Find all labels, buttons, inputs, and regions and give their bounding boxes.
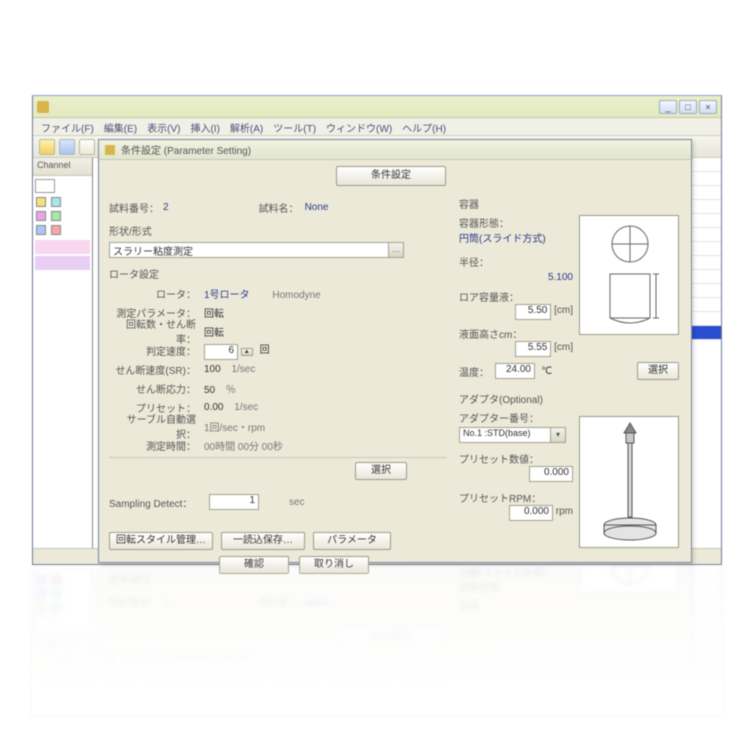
sampling-input[interactable]: 1 [209, 494, 259, 510]
menu-item[interactable]: 挿入(I) [190, 120, 219, 133]
row-label: ロータ： [109, 286, 204, 301]
toolbar-button[interactable] [79, 139, 95, 155]
dropdown-icon[interactable]: ▾ [551, 427, 566, 443]
minimize-button[interactable]: _ [659, 100, 677, 114]
app-icon [37, 101, 49, 113]
level-label: 液面高さcm： [459, 326, 573, 341]
time-label: 測定時間： [109, 438, 204, 453]
top-conditions-button[interactable]: 条件設定 [336, 166, 446, 186]
vg-title: 形状/形式 [109, 223, 447, 238]
row-label: 回転数・せん断率： [109, 316, 204, 346]
row-unit: 回 [260, 345, 270, 356]
container-title: 容器 [459, 196, 679, 211]
toolbar-button[interactable] [59, 139, 75, 155]
adapter-diagram [579, 416, 679, 548]
tree-badge[interactable] [35, 179, 55, 193]
tree-panel: Channel [33, 158, 93, 548]
channel-chip[interactable] [51, 211, 61, 221]
row-value: 100 [204, 364, 221, 375]
adapter-val-label: プリセット数値： [459, 451, 573, 466]
row-value: 50 [204, 385, 215, 396]
row-value: 1回/sec・rpm [204, 419, 447, 434]
temp-unit: ℃ [541, 366, 552, 377]
channel-chip[interactable] [36, 197, 46, 207]
row-unit: 1/sec [231, 364, 255, 375]
change-button[interactable]: 選択 [355, 462, 407, 480]
rpm-unit: rpm [556, 506, 573, 517]
sampling-label: Sampling Detect： [109, 495, 209, 510]
channel-chip[interactable] [51, 197, 61, 207]
time-value: 00時間 00分 00秒 [204, 438, 447, 453]
menu-item[interactable]: 解析(A) [230, 120, 263, 133]
close-button[interactable]: × [699, 100, 717, 114]
adapter-title: アダプタ(Optional) [459, 391, 679, 406]
level-input[interactable]: 5.55 [515, 341, 551, 357]
channel-chip[interactable] [36, 211, 46, 221]
spin-up[interactable]: ▲ [241, 348, 253, 356]
row-unit: 1/sec [234, 402, 258, 413]
toolbar-button[interactable] [39, 139, 55, 155]
outer-label: ロア容量液： [459, 289, 573, 304]
parameter-button[interactable]: パラメータ [313, 532, 391, 550]
dialog-title: 条件設定 (Parameter Setting) [121, 142, 251, 157]
param-dialog: 条件設定 (Parameter Setting) 条件設定 試料番号： 2 試料… [98, 139, 692, 563]
tree-row[interactable] [35, 240, 90, 254]
channel-chip[interactable] [51, 225, 61, 235]
row-value: 回転 [204, 305, 447, 320]
level-unit: [cm] [554, 342, 573, 353]
dialog-title-bar: 条件設定 (Parameter Setting) [99, 140, 691, 160]
maximize-button[interactable]: □ [679, 100, 697, 114]
spin-input[interactable]: 6 [204, 344, 238, 360]
row-label: せん断速度(SR)： [109, 362, 204, 377]
container-diagram [579, 215, 679, 335]
container-type-label: 容器形態： [459, 215, 573, 230]
menu-item[interactable]: 表示(V) [147, 120, 180, 133]
row-label: せん断応力： [109, 381, 204, 396]
dialog-icon [105, 145, 115, 155]
rpm-label: プリセットRPM： [459, 490, 573, 505]
menu-item[interactable]: ツール(T) [273, 120, 316, 133]
radius-label: 半径： [459, 254, 489, 269]
device-value: None [305, 202, 329, 213]
device-label: 試料名： [259, 200, 299, 215]
sample-id-label: 試料番号： [109, 200, 159, 215]
sample-id-value: 2 [163, 202, 169, 213]
menu-bar: ファイル(F) 編集(E) 表示(V) 挿入(I) 解析(A) ツール(T) ウ… [33, 118, 721, 136]
adapter-val-input[interactable]: 0.000 [529, 466, 573, 482]
vg-input[interactable]: スラリー粘度測定 [109, 242, 389, 258]
row-value: 0.00 [204, 402, 223, 413]
row-unit: ％ [226, 385, 236, 396]
load-save-button[interactable]: 一読込保存… [221, 532, 305, 550]
row-label: サーブル自動選択： [109, 411, 204, 441]
diagram-select-button[interactable]: 選択 [637, 362, 679, 380]
menu-item[interactable]: ファイル(F) [41, 120, 94, 133]
rotor-group-title: ロータ設定 [109, 266, 447, 281]
tree-row[interactable] [35, 256, 90, 270]
adapter-num-select[interactable]: No.1 :STD(base) [459, 427, 551, 443]
rpm-input[interactable]: 0.000 [509, 505, 553, 521]
temp-label: 温度： [459, 364, 489, 379]
menu-item[interactable]: ヘルプ(H) [402, 120, 446, 133]
menu-item[interactable]: 編集(E) [104, 120, 137, 133]
title-bar: _ □ × [33, 96, 721, 118]
container-type-value: 円筒(スライド方式) [459, 230, 573, 245]
outer-input[interactable]: 5.50 [515, 304, 551, 320]
row-unit: Homodyne [272, 290, 320, 301]
menu-item[interactable]: ウィンドウ(W) [326, 120, 392, 133]
outer-unit: [cm] [554, 305, 573, 316]
row-label: 判定速度： [109, 343, 204, 358]
adapter-num-label: アダプター番号： [459, 410, 573, 425]
dropdown-button[interactable]: … [389, 242, 404, 258]
sampling-unit: sec [289, 497, 305, 508]
row-value: 1号ロータ [204, 290, 250, 301]
channel-chip[interactable] [36, 225, 46, 235]
row-value: 回転 [204, 324, 447, 339]
style-manage-button[interactable]: 回転スタイル管理… [109, 532, 213, 550]
temp-input[interactable]: 24.00 [495, 363, 535, 379]
radius-value: 5.100 [459, 272, 573, 283]
tree-header: Channel [33, 158, 92, 176]
